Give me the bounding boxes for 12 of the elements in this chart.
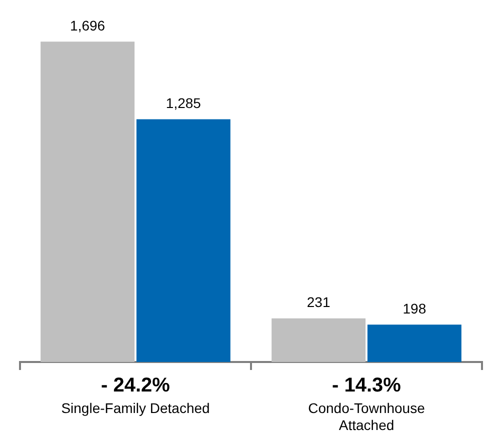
bar [272, 318, 366, 362]
text: - 24.2% [101, 374, 170, 397]
x-tick-label: Condo-Townhouse Attached [308, 400, 426, 433]
data-label: 231 [306, 294, 330, 310]
bar [40, 42, 135, 362]
bar [367, 324, 462, 362]
text: - 14.3% [332, 374, 402, 397]
bar [136, 119, 230, 362]
data-label: 1,696 [70, 18, 106, 34]
x-tick-label: Single-Family Detached [61, 400, 210, 416]
data-label: 1,285 [166, 95, 202, 112]
data-label: 198 [402, 300, 426, 316]
